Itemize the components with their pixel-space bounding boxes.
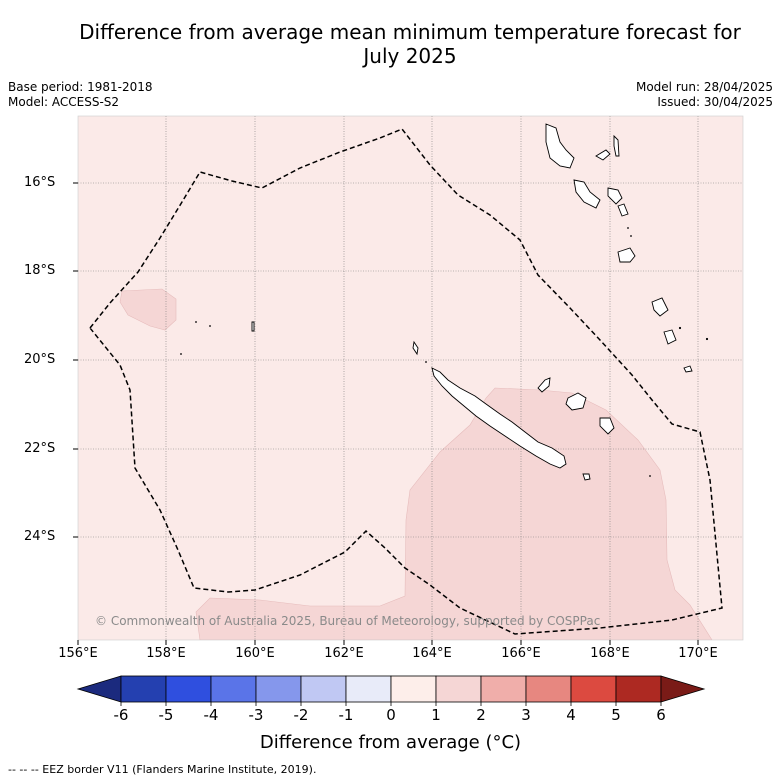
colorbar-extend-high xyxy=(660,675,706,703)
colorbar-tick: -6 xyxy=(113,706,129,724)
lon-label-162e: 162°E xyxy=(324,646,364,661)
colorbar-tick: 0 xyxy=(386,706,396,724)
vanuatu-espiritu-santo xyxy=(545,123,575,169)
colorbar-tick: 6 xyxy=(656,706,666,724)
colorbar-tick: 2 xyxy=(476,706,486,724)
colorbar-swatch xyxy=(210,675,257,703)
vanuatu-efate xyxy=(617,247,636,263)
colorbar-tick: 3 xyxy=(521,706,531,724)
anomaly-region-east xyxy=(195,387,713,640)
colorbar-title: Difference from average (°C) xyxy=(259,732,522,753)
belep-islands xyxy=(412,340,419,356)
colorbar-swatch xyxy=(165,675,212,703)
colorbar-swatch xyxy=(300,675,347,703)
ouvea xyxy=(537,377,551,393)
coastlines xyxy=(251,123,693,481)
chart-title: Difference from average mean minimum tem… xyxy=(40,20,780,68)
graticule xyxy=(78,116,743,640)
colorbar-tick: -1 xyxy=(338,706,354,724)
lat-label-22s: 22°S xyxy=(24,441,56,456)
meta-right: Model run: 28/04/2025 Issued: 30/04/2025 xyxy=(636,80,773,110)
colorbar-tick: 1 xyxy=(431,706,441,724)
colorbar-swatch xyxy=(615,675,662,703)
colorbar-swatch xyxy=(480,675,527,703)
lat-label-18s: 18°S xyxy=(24,263,56,278)
copyright-notice: © Commonwealth of Australia 2025, Bureau… xyxy=(95,614,601,628)
issued-date: Issued: 30/04/2025 xyxy=(657,95,773,109)
mare xyxy=(599,417,615,435)
lat-label-20s: 20°S xyxy=(24,352,56,367)
lat-label-16s: 16°S xyxy=(24,175,56,190)
colorbar xyxy=(76,675,706,706)
colorbar-swatch xyxy=(345,675,392,703)
colorbar-tick: -4 xyxy=(203,706,219,724)
colorbar-tick: -2 xyxy=(293,706,309,724)
colorbar-tick: 5 xyxy=(611,706,621,724)
colorbar-swatch xyxy=(435,675,482,703)
lon-label-166e: 166°E xyxy=(501,646,541,661)
lon-label-168e: 168°E xyxy=(590,646,630,661)
vanuatu-tanna xyxy=(663,329,677,345)
anomaly-region-west xyxy=(119,288,177,331)
base-period: Base period: 1981-2018 xyxy=(8,80,153,94)
vanuatu-pentecost xyxy=(607,187,623,205)
model-run: Model run: 28/04/2025 xyxy=(635,80,773,94)
colorbar-tick: 4 xyxy=(566,706,576,724)
vanuatu-epi xyxy=(617,203,629,217)
vanuatu-malekula xyxy=(573,179,601,209)
colorbar-tick: -5 xyxy=(158,706,174,724)
meta-left: Base period: 1981-2018 Model: ACCESS-S2 xyxy=(8,80,153,110)
lifou xyxy=(565,392,587,411)
colorbar-extend-low xyxy=(76,675,122,703)
new-caledonia xyxy=(431,367,567,469)
colorbar-tick: -3 xyxy=(248,706,264,724)
colorbar-swatch xyxy=(525,675,572,703)
lon-label-158e: 158°E xyxy=(146,646,186,661)
chesterfield-islets xyxy=(251,321,255,332)
lat-label-24s: 24°S xyxy=(24,529,56,544)
colorbar-swatch xyxy=(570,675,617,703)
title-line-1: Difference from average mean minimum tem… xyxy=(79,20,741,44)
axis-ticks xyxy=(73,182,699,645)
small-islets xyxy=(180,227,709,477)
vanuatu-erromango xyxy=(651,297,669,317)
eez-footnote: -- -- -- EEZ border V11 (Flanders Marine… xyxy=(8,763,317,776)
lon-label-160e: 160°E xyxy=(235,646,275,661)
eez-border xyxy=(89,128,723,635)
colorbar-swatch xyxy=(255,675,302,703)
lon-label-170e: 170°E xyxy=(678,646,718,661)
vanuatu-ambae xyxy=(595,149,611,161)
lon-label-156e: 156°E xyxy=(58,646,98,661)
vanuatu-aneityum xyxy=(683,365,693,373)
lon-label-164e: 164°E xyxy=(412,646,452,661)
vanuatu-maewo xyxy=(613,134,620,157)
colorbar-swatch xyxy=(390,675,437,703)
title-line-2: July 2025 xyxy=(363,44,457,68)
model-name: Model: ACCESS-S2 xyxy=(8,95,120,109)
isle-of-pines xyxy=(582,473,591,481)
colorbar-swatch xyxy=(120,675,167,703)
